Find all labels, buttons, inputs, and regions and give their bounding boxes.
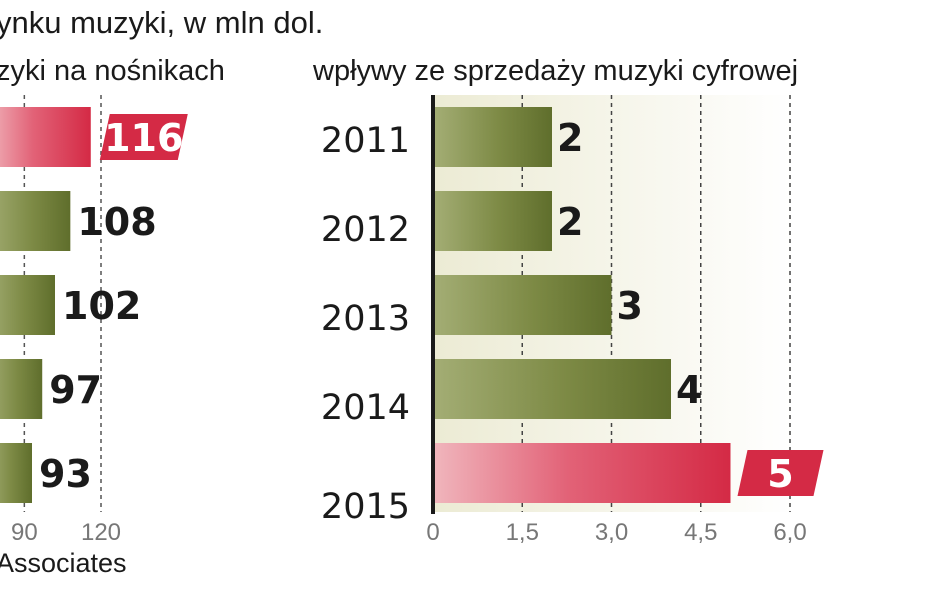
- left-value-label: 102: [62, 284, 141, 328]
- right-tick-label: 1,5: [506, 519, 539, 546]
- year-label: 2011: [321, 121, 410, 161]
- left-tick-label: 120: [81, 519, 121, 546]
- left-tick-label: 90: [11, 519, 38, 546]
- left-bar-highlight: [0, 107, 91, 167]
- year-label: 2012: [321, 210, 410, 250]
- left-bar-chart: 90 120 116 108 102 97 93: [0, 95, 188, 546]
- right-bar-highlight: [435, 443, 731, 503]
- chart-title: ynku muzyki, w mln dol.: [0, 5, 323, 40]
- year-label: 2015: [321, 487, 410, 527]
- right-value-label: 2: [557, 116, 583, 160]
- right-bar-chart: 0 1,5 3,0 4,5 6,0 2011 2 2012 2 2013 3 2014 4 2015 5: [321, 95, 824, 546]
- right-bar: [435, 275, 612, 335]
- left-value-label: 108: [77, 200, 156, 244]
- left-value-label: 97: [49, 368, 102, 412]
- left-value-label: 93: [39, 452, 92, 496]
- right-bar: [435, 359, 671, 419]
- right-bar: [435, 107, 552, 167]
- source-label: Associates: [0, 548, 127, 578]
- right-panel-title: wpływy ze sprzedaży muzyki cyfrowej: [312, 55, 798, 87]
- left-panel-title: zyki na nośnikach: [0, 55, 225, 87]
- left-bar: [0, 443, 32, 503]
- left-bar: [0, 191, 71, 251]
- left-bar: [0, 359, 43, 419]
- year-label: 2013: [321, 299, 410, 339]
- right-bar: [435, 191, 552, 251]
- right-value-label: 2: [557, 200, 583, 244]
- left-bar: [0, 275, 55, 335]
- right-tick-label: 4,5: [684, 519, 717, 546]
- right-tick-label: 0: [426, 519, 439, 546]
- right-value-label: 3: [617, 284, 643, 328]
- right-tick-label: 3,0: [595, 519, 628, 546]
- right-highlight-badge: [737, 450, 824, 496]
- right-value-label: 4: [676, 368, 702, 412]
- year-label: 2014: [321, 388, 410, 428]
- right-value-label: 5: [767, 452, 793, 496]
- left-highlight-badge: [99, 114, 188, 160]
- left-value-label: 116: [104, 116, 183, 160]
- right-tick-label: 6,0: [773, 519, 806, 546]
